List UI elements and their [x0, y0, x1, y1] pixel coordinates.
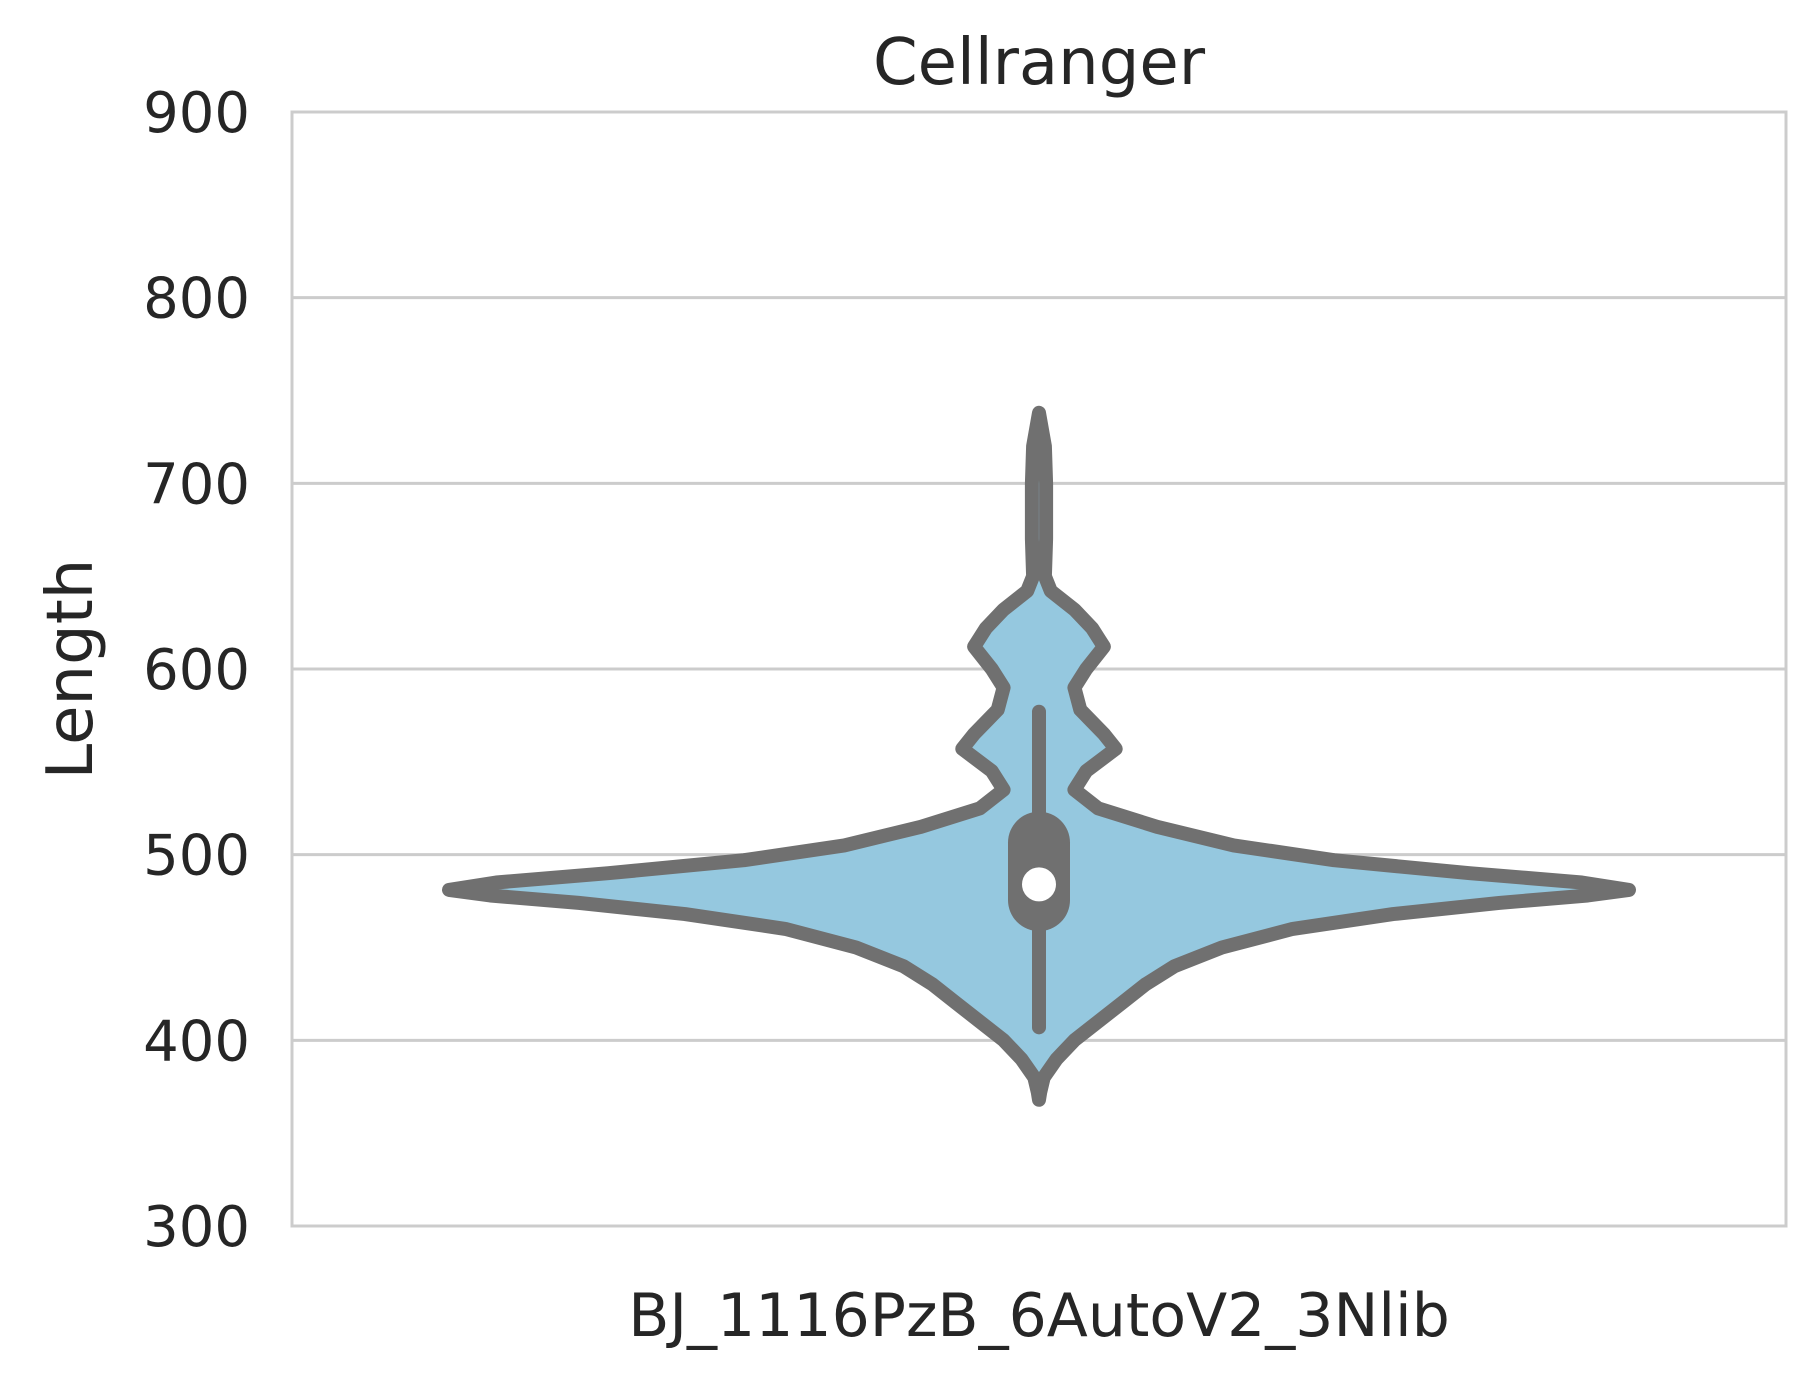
x-tick-label: BJ_1116PzB_6AutoV2_3Nlib — [628, 1281, 1450, 1351]
y-tick-label: 400 — [143, 1009, 250, 1074]
y-tick-labels: 300 400 500 600 700 800 900 — [143, 81, 250, 1260]
plot-frame — [290, 110, 1788, 1228]
y-tick-label: 300 — [143, 1195, 250, 1260]
median-marker — [1022, 867, 1056, 902]
y-tick-label: 500 — [143, 824, 250, 889]
y-tick-label: 900 — [143, 81, 250, 146]
violin-layer — [442, 405, 1636, 1107]
chart-title: Cellranger — [873, 26, 1206, 100]
x-tick-labels: BJ_1116PzB_6AutoV2_3Nlib — [628, 1281, 1450, 1351]
y-axis-label: Length — [34, 559, 108, 780]
y-tick-label: 700 — [143, 452, 250, 517]
y-tick-label: 600 — [143, 638, 250, 703]
y-tick-label: 800 — [143, 267, 250, 332]
